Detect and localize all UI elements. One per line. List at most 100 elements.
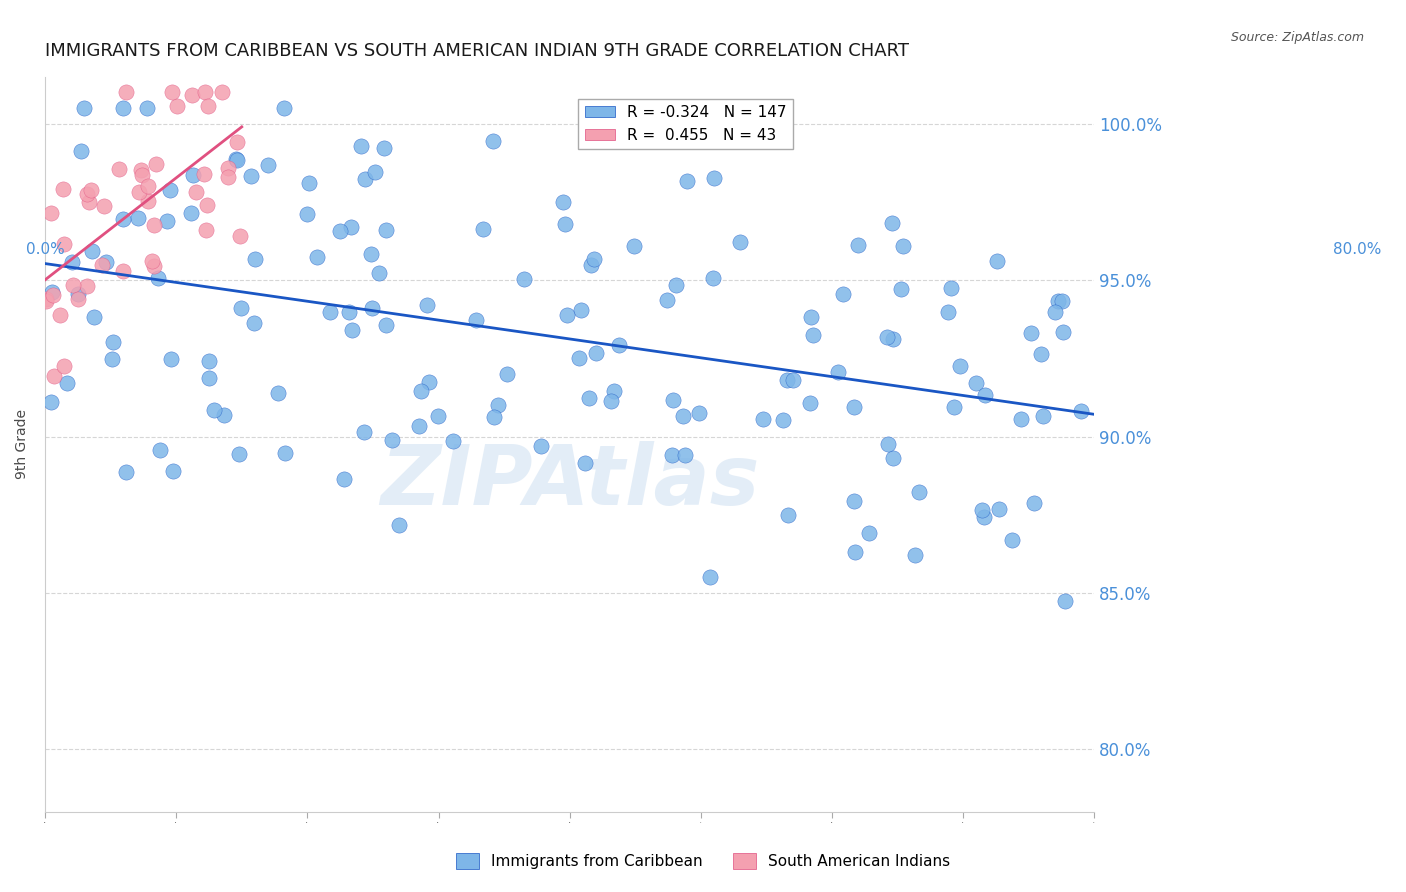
Point — [83, 310, 105, 325]
Point — [66, 287, 89, 301]
Point — [441, 434, 464, 449]
Point — [482, 409, 505, 424]
Point — [554, 217, 576, 231]
Point — [603, 384, 626, 398]
Point — [159, 351, 181, 366]
Point — [381, 434, 404, 448]
Point — [360, 246, 382, 260]
Point — [1070, 404, 1092, 418]
Point — [555, 309, 578, 323]
Point — [699, 570, 721, 584]
Point — [225, 152, 247, 166]
Point — [965, 376, 987, 390]
Point — [970, 502, 993, 516]
Point — [361, 301, 384, 315]
Point — [76, 278, 98, 293]
Text: Source: ZipAtlas.com: Source: ZipAtlas.com — [1230, 31, 1364, 45]
Point — [411, 384, 433, 398]
Point — [239, 169, 262, 183]
Point — [529, 438, 551, 452]
Point — [688, 406, 710, 420]
Point — [418, 375, 440, 389]
Point — [988, 502, 1011, 516]
Point — [882, 451, 904, 466]
Point — [55, 376, 77, 390]
Point — [129, 163, 152, 178]
Point — [103, 334, 125, 349]
Point — [472, 222, 495, 236]
Point — [35, 292, 58, 306]
Point — [111, 212, 134, 227]
Point — [127, 211, 149, 225]
Point — [115, 85, 138, 99]
Point — [131, 169, 153, 183]
Point — [388, 517, 411, 532]
Point — [217, 161, 239, 176]
Point — [70, 145, 93, 159]
Point — [319, 305, 342, 319]
Point — [337, 305, 360, 319]
Point — [295, 207, 318, 221]
Point — [1053, 594, 1076, 608]
Point — [52, 182, 75, 196]
Point — [882, 332, 904, 346]
Point — [42, 287, 65, 301]
Point — [1032, 409, 1054, 424]
Point — [1052, 326, 1074, 340]
Point — [1010, 411, 1032, 425]
Point — [623, 239, 645, 253]
Point — [49, 308, 72, 322]
Text: ZIPAtlas: ZIPAtlas — [380, 441, 759, 522]
Point — [108, 161, 131, 176]
Point — [166, 99, 188, 113]
Point — [41, 285, 63, 300]
Y-axis label: 9th Grade: 9th Grade — [15, 409, 30, 479]
Point — [180, 206, 202, 220]
Point — [799, 396, 821, 410]
Point — [128, 186, 150, 200]
Point — [703, 170, 725, 185]
Point — [582, 252, 605, 267]
Point — [904, 548, 927, 562]
Point — [82, 244, 104, 259]
Text: 0.0%: 0.0% — [25, 242, 65, 257]
Point — [93, 199, 115, 213]
Point — [375, 222, 398, 236]
Point — [568, 351, 591, 366]
Point — [496, 367, 519, 381]
Point — [1047, 294, 1070, 309]
Point — [486, 398, 509, 412]
Point — [907, 484, 929, 499]
Point — [197, 371, 219, 385]
Point — [827, 365, 849, 379]
Point — [94, 255, 117, 269]
Point — [52, 359, 75, 373]
Point — [939, 281, 962, 295]
Point — [228, 447, 250, 461]
Point — [53, 236, 76, 251]
Point — [60, 255, 83, 269]
Point — [148, 271, 170, 285]
Point — [194, 85, 217, 99]
Point — [274, 445, 297, 459]
Point — [243, 252, 266, 266]
Point — [1029, 347, 1052, 361]
Point — [877, 437, 900, 451]
Text: IMMIGRANTS FROM CARIBBEAN VS SOUTH AMERICAN INDIAN 9TH GRADE CORRELATION CHART: IMMIGRANTS FROM CARIBBEAN VS SOUTH AMERI… — [45, 42, 908, 60]
Point — [145, 157, 167, 171]
Point — [77, 194, 100, 209]
Point — [160, 85, 183, 99]
Point — [364, 165, 387, 179]
Point — [111, 264, 134, 278]
Point — [298, 177, 321, 191]
Point — [197, 99, 219, 113]
Point — [464, 313, 486, 327]
Point — [574, 456, 596, 470]
Point — [842, 494, 865, 508]
Point — [1043, 305, 1066, 319]
Point — [305, 250, 328, 264]
Point — [986, 254, 1008, 268]
Point — [136, 178, 159, 193]
Point — [339, 220, 361, 235]
Point — [844, 401, 866, 415]
